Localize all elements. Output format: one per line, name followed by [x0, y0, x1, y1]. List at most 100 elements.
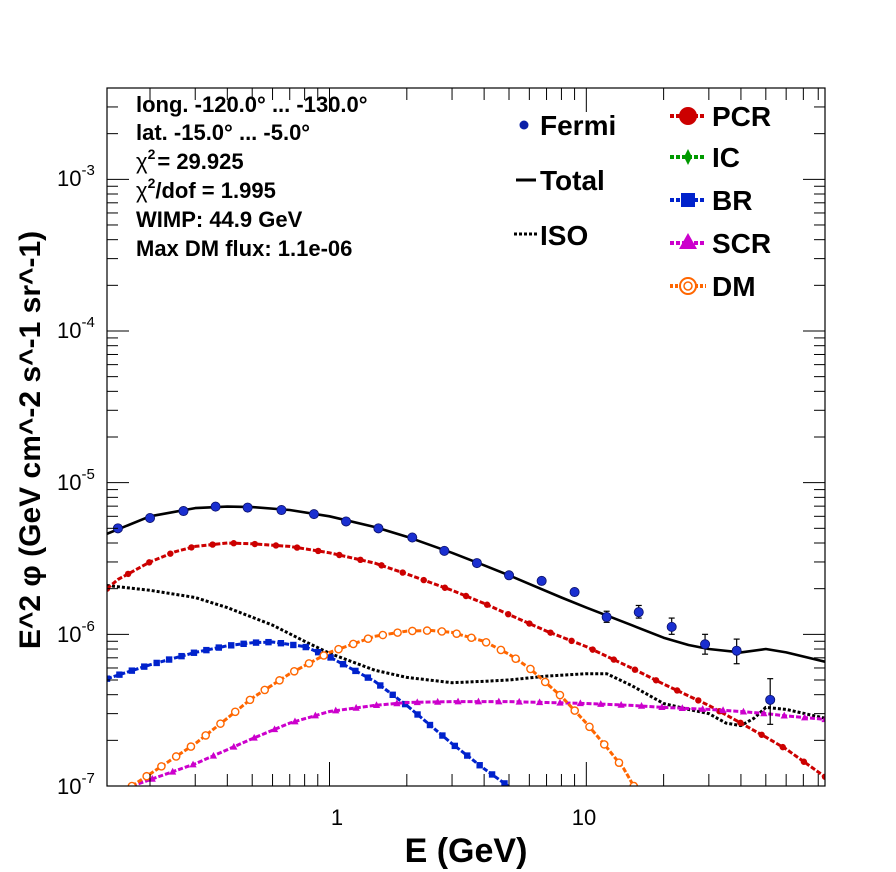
series-marker-dm — [201, 731, 210, 740]
legend-label-total: Total — [540, 165, 605, 196]
series-marker-pcr — [589, 646, 596, 653]
series-marker-dm — [540, 677, 550, 687]
x-tick-label-1: 1 — [331, 805, 343, 830]
series-marker-br — [178, 652, 185, 660]
series-marker-dm — [629, 781, 639, 786]
series-marker-pcr — [758, 731, 765, 738]
fermi-marker — [633, 607, 644, 618]
series-marker-pcr — [336, 551, 343, 559]
legend-label-dm: DM — [712, 271, 756, 302]
series-marker-pcr — [631, 666, 639, 673]
fermi-marker — [601, 612, 612, 623]
series-marker-br — [464, 752, 471, 759]
series-marker-scr — [536, 698, 544, 706]
series-marker-br — [364, 674, 372, 681]
series-marker-br — [116, 671, 123, 678]
series-line-iso — [107, 584, 825, 728]
fermi-marker — [145, 512, 156, 523]
x-tick-labels: 1 10 — [331, 805, 596, 830]
series-marker-dm — [127, 781, 137, 786]
series-marker-scr — [556, 698, 564, 706]
series-marker-dm — [570, 706, 580, 715]
series-line-total — [107, 505, 825, 663]
fermi-point — [633, 604, 644, 619]
legend-entry-iso: ISO — [514, 220, 588, 251]
y-tick-label-1e-3: 10-3 — [57, 162, 95, 191]
series-marker-dm — [526, 664, 535, 674]
series-marker-scr — [291, 717, 299, 725]
series-marker-br — [476, 762, 483, 769]
series-marker-br — [290, 641, 297, 649]
series-marker-br — [414, 711, 421, 718]
legend-marker-scr — [679, 233, 697, 249]
series-marker-scr — [739, 707, 748, 715]
series-marker-br — [488, 771, 496, 778]
series-marker-scr — [393, 699, 401, 707]
fermi-marker — [569, 587, 580, 598]
series-marker-scr — [719, 706, 727, 714]
legend-entry-scr: SCR — [670, 228, 771, 259]
series-marker-br — [228, 642, 235, 649]
fermi-point — [210, 501, 221, 512]
series-marker-br — [327, 654, 334, 661]
fermi-marker — [276, 505, 287, 516]
fermi-marker — [308, 509, 319, 520]
fermi-point — [731, 638, 742, 665]
series-marker-scr — [576, 699, 584, 707]
fermi-point — [439, 545, 450, 556]
series-marker-dm — [216, 719, 225, 728]
series-marker-scr — [413, 698, 421, 706]
series-marker-pcr — [230, 540, 237, 547]
series-marker-scr — [801, 713, 809, 721]
series-total — [107, 505, 825, 663]
series-marker-dm — [245, 695, 255, 705]
legend-marker-ic — [684, 149, 692, 165]
y-tick-labels: 10-7 10-6 10-5 10-4 10-3 — [57, 162, 95, 799]
fermi-point — [178, 506, 189, 517]
info-max-dm-flux: Max DM flux: 1.1e-06 — [136, 236, 352, 261]
series-marker-dm — [599, 740, 609, 749]
series-marker-br — [190, 649, 198, 656]
legend-label-ic: IC — [712, 142, 740, 173]
series-marker-dm — [452, 629, 461, 638]
series-marker-dm — [378, 630, 388, 640]
fermi-point — [242, 502, 253, 513]
series-br — [107, 638, 511, 786]
info-chi2: χ2= 29.925 — [136, 146, 244, 174]
legend-marker-br — [681, 193, 695, 207]
series-marker-dm — [408, 626, 417, 636]
series-marker-pcr — [357, 556, 364, 564]
series-marker-pcr — [251, 540, 259, 548]
info-wimp: WIMP: 44.9 GeV — [136, 207, 303, 232]
series-marker-scr — [311, 711, 319, 719]
series-marker-dm — [467, 633, 476, 643]
series-marker-br — [107, 675, 111, 682]
series-marker-scr — [209, 751, 218, 759]
series-marker-dm — [319, 651, 329, 660]
series-marker-scr — [189, 760, 197, 768]
series-marker-scr — [230, 742, 238, 750]
series-marker-dm — [496, 645, 506, 655]
fermi-point — [569, 587, 580, 598]
series-marker-dm — [393, 628, 402, 637]
fermi-marker — [407, 532, 418, 543]
series-marker-br — [252, 639, 260, 646]
fermi-marker — [731, 645, 742, 656]
legend-entry-dm: DM — [670, 271, 756, 302]
fermi-point — [666, 617, 677, 635]
y-axis-title: E^2 φ (GeV cm^-2 s^-1 sr^-1) — [14, 231, 47, 649]
series-iso — [107, 584, 825, 728]
series-marker-dm — [511, 654, 520, 663]
info-chi2-dof: χ2/dof = 1.995 — [136, 175, 276, 203]
series-marker-br — [389, 691, 396, 699]
series-marker-dm — [275, 676, 284, 685]
series-marker-dm — [289, 666, 299, 676]
series-marker-pcr — [124, 570, 132, 578]
series-marker-br — [352, 667, 359, 675]
series-marker-pcr — [610, 656, 618, 663]
series-marker-pcr — [420, 576, 427, 584]
series-marker-pcr — [167, 550, 174, 557]
series-marker-pcr — [293, 544, 301, 551]
info-block: long. -120.0° ... -130.0° lat. -15.0° ..… — [136, 92, 368, 261]
series-marker-br — [153, 659, 160, 667]
